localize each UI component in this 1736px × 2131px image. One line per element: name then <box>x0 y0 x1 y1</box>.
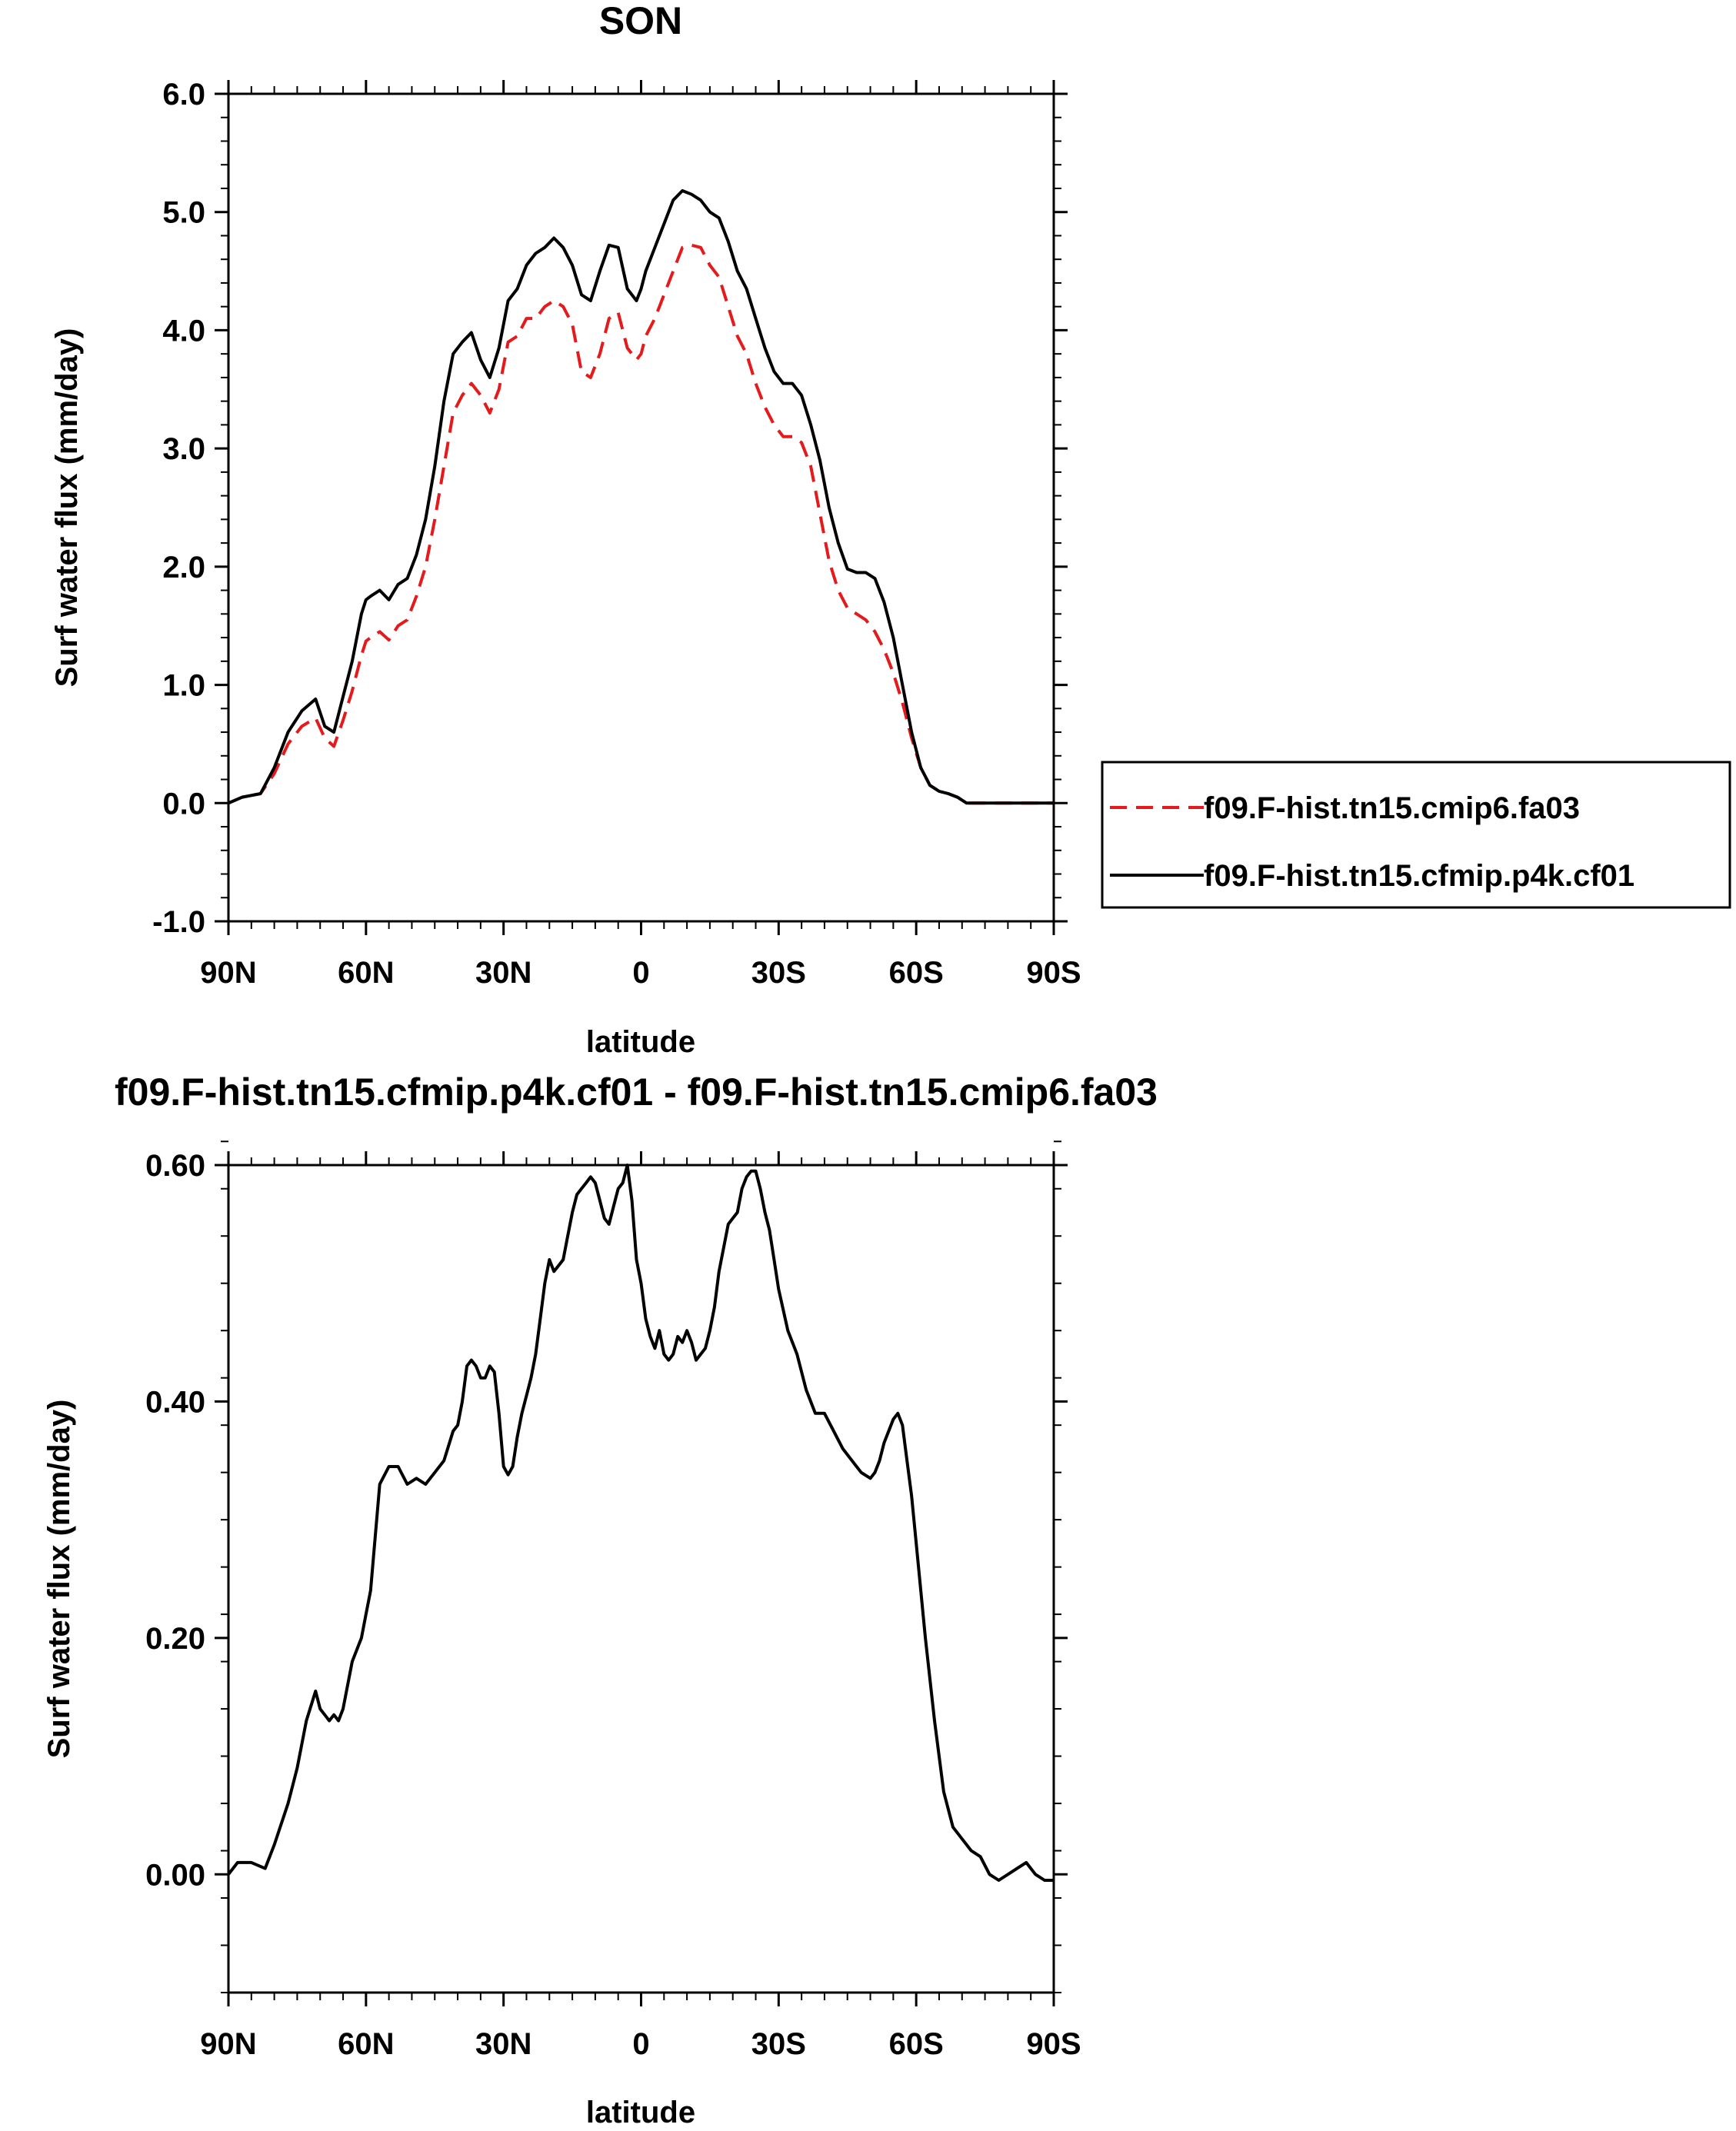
y-axis-label: Surf water flux (mm/day) <box>50 328 84 688</box>
y-tick-label: 0.0 <box>162 787 205 821</box>
legend-label-cmip6: f09.F-hist.tn15.cmip6.fa03 <box>1204 791 1580 825</box>
chart-title: f09.F-hist.tn15.cfmip.p4k.cf01 - f09.F-h… <box>115 1070 1158 1114</box>
y-tick-label: 0.60 <box>145 1149 205 1183</box>
top-series-line-0 <box>228 243 1054 805</box>
x-axis-label: latitude <box>586 2096 695 2129</box>
bottom-plot-frame <box>227 1164 1055 1994</box>
bottom-tick-group: 0.00 0.20 0.40 0.60 90N 60N 30N 0 30S 60S 90S <box>145 1140 1081 2061</box>
top-series-group <box>228 189 1054 805</box>
x-tick-label: 30S <box>751 956 806 990</box>
y-tick-label: 3.0 <box>162 432 205 466</box>
y-tick-label: 6.0 <box>162 78 205 112</box>
x-tick-label: 60S <box>889 2027 944 2061</box>
x-tick-label: 30N <box>475 956 531 990</box>
top-plot-frame <box>227 92 1055 923</box>
legend-box <box>1101 761 1731 909</box>
y-tick-label: 2.0 <box>162 551 205 584</box>
x-tick-label: 90N <box>200 956 256 990</box>
x-tick-label: 0 <box>632 956 649 990</box>
y-tick-label: 5.0 <box>162 196 205 230</box>
y-tick-label: 0.20 <box>145 1622 205 1656</box>
top-chart: SON -1.0 0.0 1.0 2.0 3.0 4.0 5.0 6.0 90N 60N 30N 0 3… <box>50 0 1731 1059</box>
x-tick-label: 90S <box>1026 2027 1081 2061</box>
legend: f09.F-hist.tn15.cmip6.fa03 f09.F-hist.tn… <box>1101 761 1731 909</box>
x-tick-label: 90N <box>200 2027 256 2061</box>
y-axis-label: Surf water flux (mm/day) <box>42 1400 76 1759</box>
legend-label-p4k: f09.F-hist.tn15.cfmip.p4k.cf01 <box>1204 859 1634 893</box>
x-tick-label: 60N <box>338 2027 394 2061</box>
x-tick-label: 90S <box>1026 956 1081 990</box>
y-tick-label: 0.40 <box>145 1385 205 1419</box>
top-tick-group: -1.0 0.0 1.0 2.0 3.0 4.0 5.0 6.0 90N 60N 30N 0 30S 60… <box>152 78 1081 990</box>
x-tick-label: 60S <box>889 956 944 990</box>
bottom-series-line-0 <box>227 1164 1054 1882</box>
bottom-chart: f09.F-hist.tn15.cfmip.p4k.cf01 - f09.F-h… <box>42 1070 1158 2129</box>
top-series-line-1 <box>228 189 1054 805</box>
y-tick-label: 1.0 <box>162 669 205 703</box>
bottom-series-group <box>227 1164 1054 1882</box>
x-tick-label: 30N <box>475 2027 531 2061</box>
x-tick-label: 30S <box>751 2027 806 2061</box>
x-axis-label: latitude <box>586 1025 695 1059</box>
x-tick-label: 0 <box>632 2027 649 2061</box>
y-tick-label: 0.00 <box>145 1858 205 1892</box>
chart-title: SON <box>599 0 682 42</box>
y-tick-label: -1.0 <box>152 905 205 939</box>
x-tick-label: 60N <box>338 956 394 990</box>
y-tick-label: 4.0 <box>162 314 205 348</box>
